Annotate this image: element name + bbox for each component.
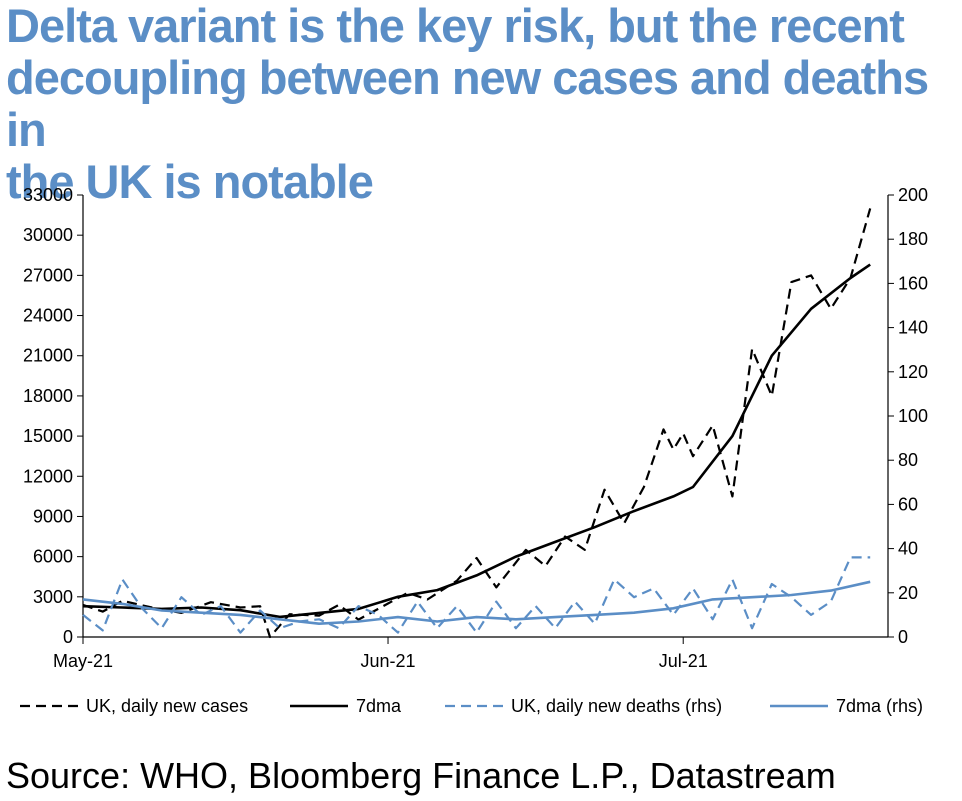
series-line-4 <box>82 580 871 626</box>
left-y-tick-label: 21000 <box>23 346 73 366</box>
left-y-tick-label: 33000 <box>23 185 73 205</box>
title-line-1: Delta variant is the key risk, but the r… <box>6 0 905 52</box>
title-line-3: the UK is notable <box>6 155 374 208</box>
legend-label-2: 7dma <box>356 696 402 716</box>
x-tick-label: Jun-21 <box>361 651 416 671</box>
axes: 0 3000 6000 9000 12000 15000 18000 21000 24000 27… <box>23 185 928 671</box>
left-y-tick-label: 24000 <box>23 306 73 326</box>
legend-label-4: 7dma (rhs) <box>836 696 923 716</box>
series-line-3 <box>82 556 871 634</box>
left-y-tick-label: 0 <box>63 627 73 647</box>
left-y-tick-label: 30000 <box>23 225 73 245</box>
left-y-tick-label: 6000 <box>33 547 73 567</box>
left-y-tick-label: 27000 <box>23 265 73 285</box>
right-y-tick-label: 120 <box>898 362 928 382</box>
source-note: Source: WHO, Bloomberg Finance L.P., Dat… <box>6 755 836 796</box>
right-y-tick-label: 20 <box>898 583 918 603</box>
left-y-tick-label: 12000 <box>23 466 73 486</box>
x-tick-label: Jul-21 <box>659 651 708 671</box>
series-line-1 <box>82 208 872 639</box>
left-y-tick-label: 15000 <box>23 426 73 446</box>
left-y-tick-label: 18000 <box>23 386 73 406</box>
title-line-2: decoupling between new cases and deaths … <box>6 51 929 156</box>
right-y-tick-label: 100 <box>898 406 928 426</box>
series-line-2 <box>82 263 871 619</box>
x-tick-label: May-21 <box>53 651 113 671</box>
series-layer <box>82 208 872 639</box>
left-y-tick-label: 3000 <box>33 587 73 607</box>
right-y-tick-label: 40 <box>898 539 918 559</box>
right-y-tick-label: 140 <box>898 318 928 338</box>
line-chart: 0 3000 6000 9000 12000 15000 18000 21000 24000 27… <box>20 185 928 716</box>
right-y-tick-label: 60 <box>898 494 918 514</box>
left-y-tick-label: 9000 <box>33 506 73 526</box>
legend-label-3: UK, daily new deaths (rhs) <box>511 696 722 716</box>
right-y-tick-label: 180 <box>898 229 928 249</box>
chart-title: Delta variant is the key risk, but the r… <box>6 0 956 208</box>
right-y-tick-label: 160 <box>898 273 928 293</box>
right-y-tick-label: 80 <box>898 450 918 470</box>
right-y-tick-label: 0 <box>898 627 908 647</box>
right-y-tick-label: 200 <box>898 185 928 205</box>
legend: UK, daily new cases 7dma UK, daily new dea… <box>20 696 923 716</box>
legend-label-1: UK, daily new cases <box>86 696 248 716</box>
